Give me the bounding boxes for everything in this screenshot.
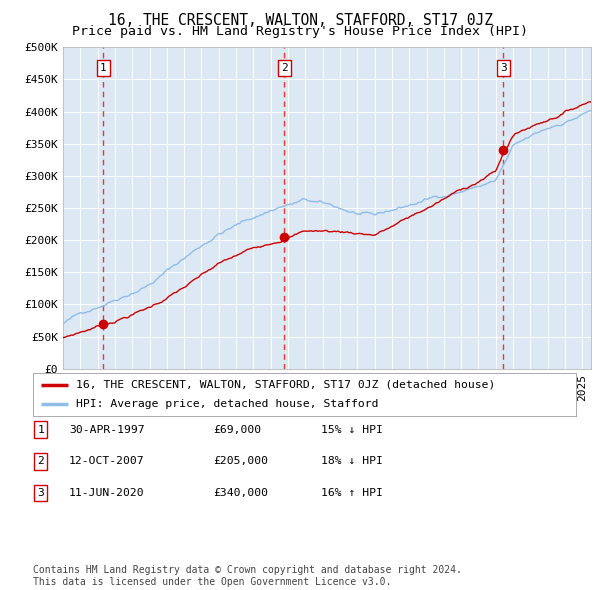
- Text: 3: 3: [500, 63, 507, 73]
- Text: 30-APR-1997: 30-APR-1997: [69, 425, 145, 434]
- Text: 16, THE CRESCENT, WALTON, STAFFORD, ST17 0JZ: 16, THE CRESCENT, WALTON, STAFFORD, ST17…: [107, 13, 493, 28]
- Text: Price paid vs. HM Land Registry's House Price Index (HPI): Price paid vs. HM Land Registry's House …: [72, 25, 528, 38]
- Text: 3: 3: [37, 489, 44, 498]
- Text: 1: 1: [37, 425, 44, 434]
- Text: 2: 2: [281, 63, 288, 73]
- Text: HPI: Average price, detached house, Stafford: HPI: Average price, detached house, Staf…: [76, 399, 379, 409]
- Text: 12-OCT-2007: 12-OCT-2007: [69, 457, 145, 466]
- Text: 15% ↓ HPI: 15% ↓ HPI: [321, 425, 383, 434]
- Text: Contains HM Land Registry data © Crown copyright and database right 2024.
This d: Contains HM Land Registry data © Crown c…: [33, 565, 462, 587]
- Text: 1: 1: [100, 63, 107, 73]
- Text: £69,000: £69,000: [213, 425, 261, 434]
- Text: 2: 2: [37, 457, 44, 466]
- Text: 11-JUN-2020: 11-JUN-2020: [69, 489, 145, 498]
- Text: 18% ↓ HPI: 18% ↓ HPI: [321, 457, 383, 466]
- Text: £205,000: £205,000: [213, 457, 268, 466]
- Text: £340,000: £340,000: [213, 489, 268, 498]
- Text: 16% ↑ HPI: 16% ↑ HPI: [321, 489, 383, 498]
- Text: 16, THE CRESCENT, WALTON, STAFFORD, ST17 0JZ (detached house): 16, THE CRESCENT, WALTON, STAFFORD, ST17…: [76, 380, 496, 390]
